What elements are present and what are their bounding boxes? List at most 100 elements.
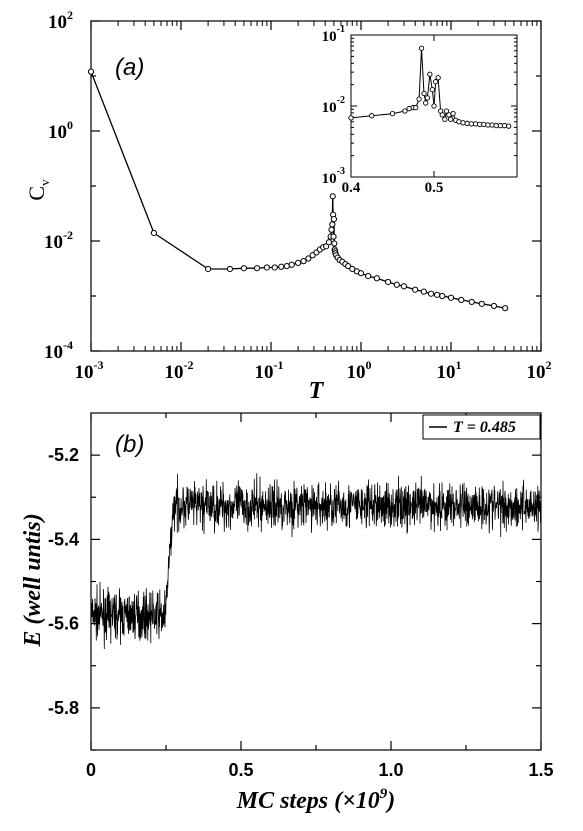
inset-point (489, 122, 495, 128)
panel-b-label: (b) (115, 431, 144, 458)
inset-point (443, 108, 450, 114)
cv-point (331, 240, 338, 247)
y-tick-label: -5.8 (48, 698, 79, 718)
inset-point (427, 71, 433, 77)
inset-point (431, 103, 437, 109)
cv-point (373, 275, 380, 282)
cv-point (278, 263, 285, 270)
cv-point (433, 291, 441, 298)
panel-b-x-tick-labels: 0 0.5 1.0 1.5 (86, 760, 554, 780)
cv-point (357, 270, 365, 277)
cv-point (490, 302, 498, 310)
inset-point (456, 119, 462, 125)
inset-point (348, 115, 354, 121)
y-tick-label: 100 (48, 118, 73, 143)
cv-point (439, 292, 446, 300)
cv-point (253, 265, 261, 272)
inset-point (421, 90, 427, 97)
x-tick-label: 1.5 (528, 760, 553, 780)
cv-point (400, 283, 408, 290)
inset-point (402, 108, 408, 114)
cv-point (349, 265, 356, 273)
y-tick-label: -5.2 (48, 445, 79, 465)
inset-point (413, 104, 419, 111)
panel-a-x-tick-labels: 10-3 10-2 10-1 100 101 102 (75, 358, 552, 383)
inset-ticks (350, 34, 518, 178)
legend-label: T = 0.485 (453, 419, 516, 436)
cv-point (300, 258, 307, 265)
panel-b-series (90, 473, 542, 650)
x-axis-title-main: MC steps (×10 (236, 788, 380, 814)
y-tick-label: 102 (48, 8, 73, 33)
inset-point (423, 100, 429, 106)
energy-trace (90, 473, 542, 650)
cv-point (420, 288, 428, 295)
inset-y-tick-label: 10-1 (322, 24, 345, 45)
cv-point (329, 221, 336, 228)
cv-point (458, 296, 465, 303)
panel-a-series (87, 68, 509, 312)
inset-point (424, 95, 431, 101)
cv-point (240, 265, 248, 272)
inset-point (460, 120, 466, 126)
inset-point (416, 96, 422, 102)
cv-point (329, 193, 336, 200)
cv-point (325, 239, 333, 246)
inset-point (442, 116, 448, 122)
cv-point (365, 273, 372, 280)
cv-point (328, 226, 335, 233)
y-tick-label: -5.4 (48, 529, 79, 549)
cv-point (447, 294, 455, 301)
cv-point (150, 229, 158, 237)
inset-point (506, 123, 512, 129)
inset-y-tick-label: 10-3 (322, 166, 345, 187)
inset-series (348, 45, 512, 129)
cv-point (384, 278, 392, 286)
inset-point (369, 113, 375, 119)
inset-point (435, 75, 441, 81)
svg-text:Cv: Cv (24, 179, 52, 201)
cv-point (204, 265, 212, 273)
panel-b-legend: T = 0.485 (422, 414, 541, 440)
inset-point (472, 121, 479, 127)
cv-point (288, 261, 295, 268)
inset-x-tick-labels: 0.4 0.5 (342, 180, 444, 196)
x-tick-label: 100 (347, 358, 372, 383)
panel-a-label: (a) (115, 54, 144, 81)
cv-point (478, 300, 485, 307)
cv-point (330, 233, 337, 240)
inset-point (447, 116, 454, 122)
inset-point (450, 111, 456, 117)
cv-point (226, 265, 234, 273)
y-tick-label: -5.6 (48, 614, 79, 634)
cv-point (502, 305, 509, 312)
inset-x-tick-label: 0.4 (342, 180, 361, 196)
inset-point (481, 121, 487, 128)
x-axis-title-exp: 9 (380, 786, 388, 802)
inset-point (433, 79, 439, 85)
y-axis-title-sub: v (37, 179, 52, 186)
panel-b-frame (90, 412, 542, 751)
x-tick-label: 0 (86, 760, 96, 780)
cv-point (345, 262, 352, 270)
inset-point (418, 45, 425, 51)
panel-a-ticks (90, 20, 542, 352)
inset-point (429, 86, 435, 93)
panel-b-x-axis-title: MC steps (×109) (236, 786, 396, 814)
inset-y-tick-label: 10-2 (322, 95, 345, 116)
y-tick-label: 10-4 (44, 338, 73, 363)
inset: 0.4 0.5 10-3 10-2 10-1 (322, 24, 518, 196)
inset-y-tick-labels: 10-3 10-2 10-1 (322, 24, 345, 187)
panel-b-ticks (90, 413, 542, 751)
x-tick-label: 102 (527, 358, 552, 383)
x-tick-label: 0.5 (228, 760, 253, 780)
panel-a: 10-3 10-2 10-1 100 101 102 10-4 10-2 100 102 (a)… (24, 8, 552, 404)
x-tick-label: 101 (437, 358, 462, 383)
inset-point (389, 111, 396, 117)
panel-b: 0 0.5 1.0 1.5 -5.8 -5.6 -5.4 -5.2 (b) T = 0.48… (20, 412, 554, 814)
x-tick-label: 10-1 (255, 358, 284, 383)
cv-point (283, 262, 290, 270)
inset-point (406, 105, 412, 112)
inset-x-tick-label: 0.5 (425, 180, 444, 196)
